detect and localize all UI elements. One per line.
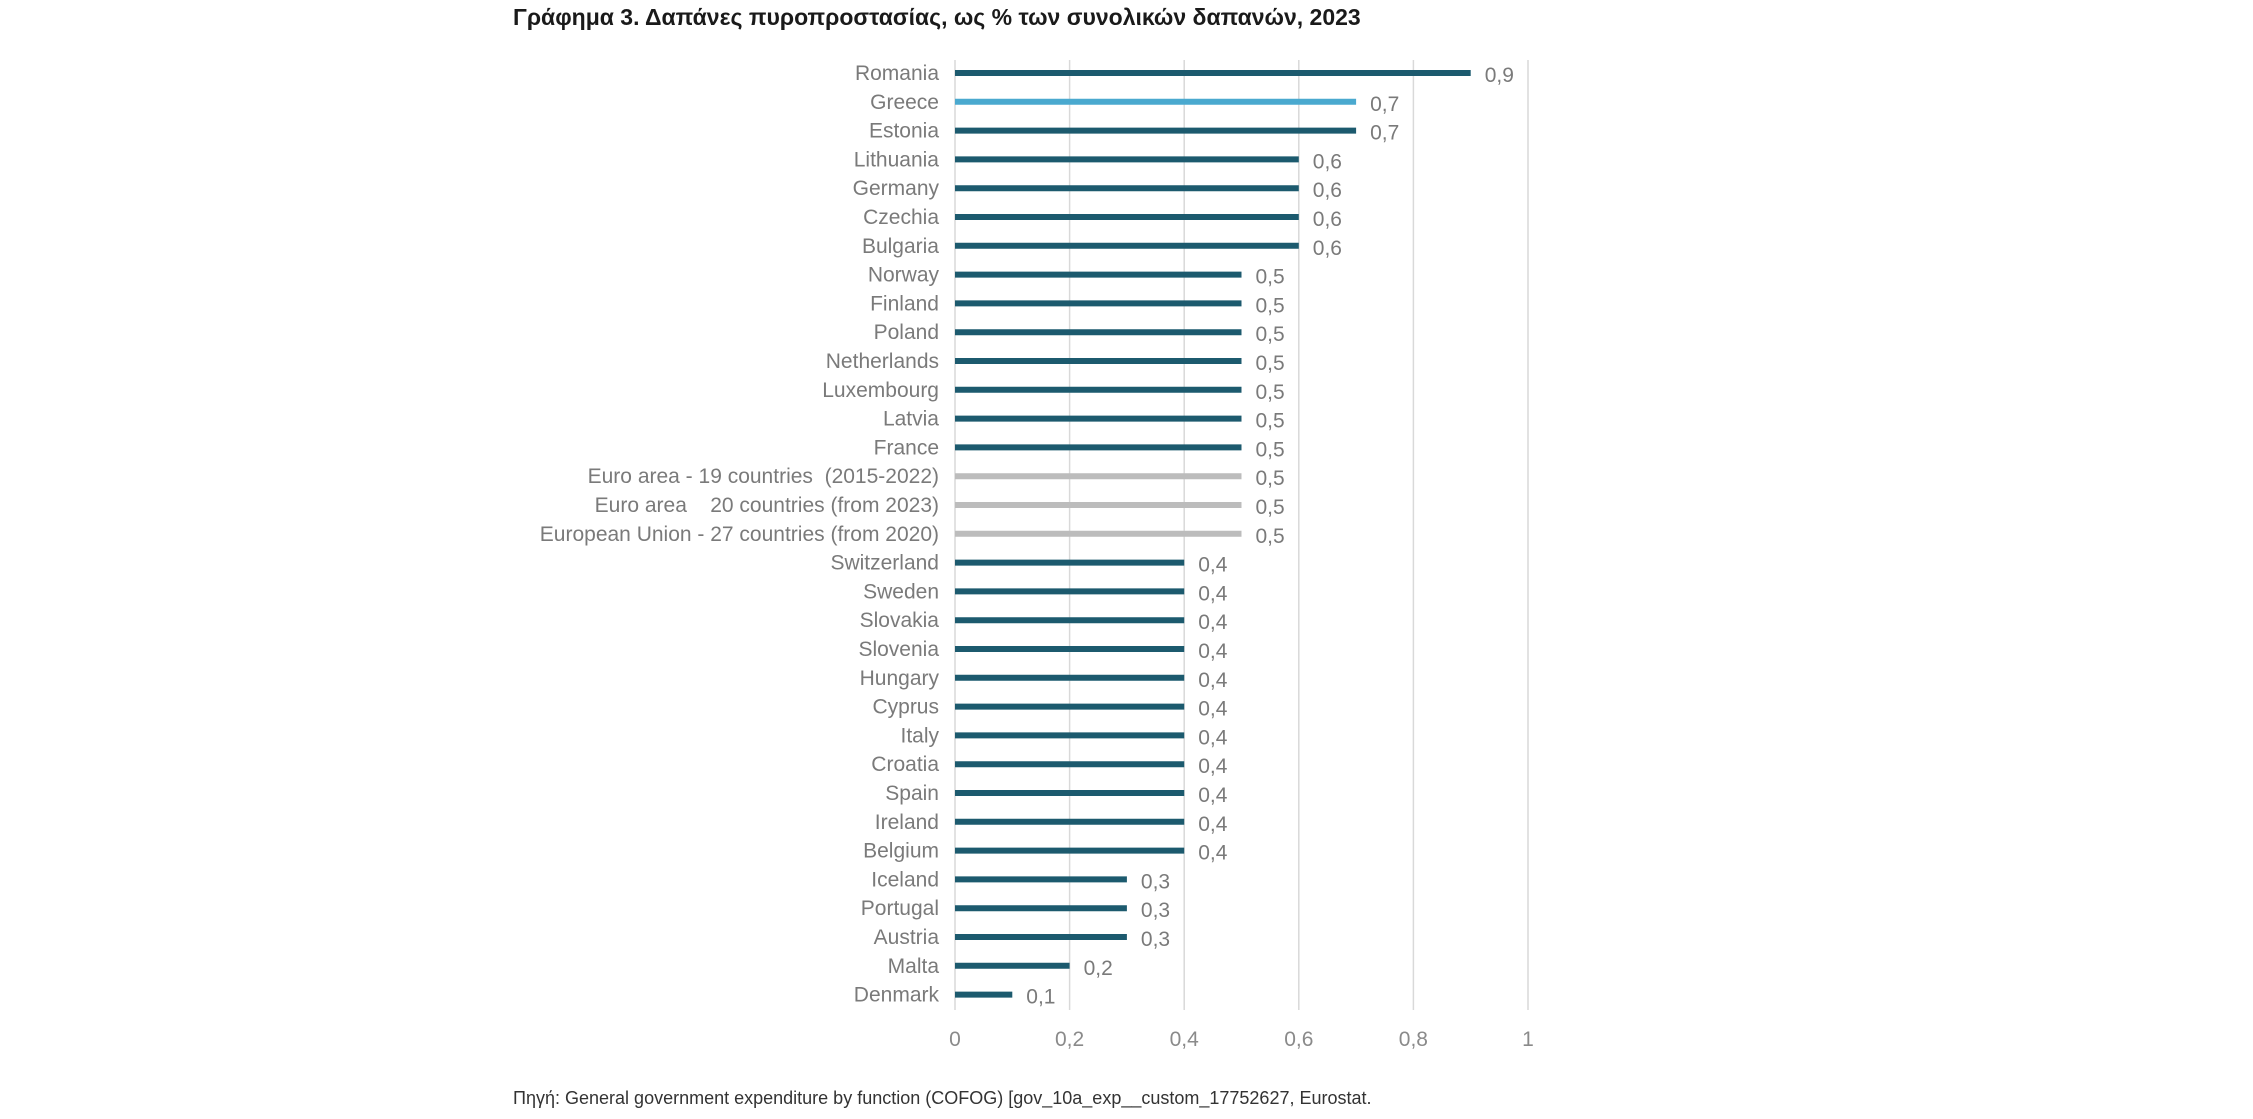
- value-label: 0,4: [1198, 669, 1228, 692]
- x-tick-label: 0,4: [1170, 1028, 1200, 1051]
- value-label: 0,3: [1141, 899, 1170, 922]
- value-label: 0,6: [1313, 150, 1342, 173]
- category-label: Sweden: [863, 580, 939, 603]
- category-label: Italy: [900, 724, 939, 747]
- value-label: 0,4: [1198, 698, 1228, 721]
- category-label: Finland: [870, 292, 939, 315]
- category-label: France: [874, 436, 939, 459]
- value-label: 0,4: [1198, 813, 1228, 836]
- value-label: 0,5: [1256, 294, 1285, 317]
- category-label: Spain: [885, 782, 939, 805]
- value-label: 0,7: [1370, 93, 1399, 116]
- category-label: Slovenia: [858, 638, 939, 661]
- category-label: Luxembourg: [822, 379, 939, 402]
- value-label: 0,7: [1370, 122, 1399, 145]
- category-label: Czechia: [863, 206, 939, 229]
- value-label: 0,3: [1141, 870, 1170, 893]
- value-label: 0,2: [1084, 957, 1113, 980]
- x-tick-label: 1: [1522, 1028, 1534, 1051]
- source-note: Πηγή: General government expenditure by …: [513, 1088, 1372, 1108]
- category-label: Euro area - 19 countries (2015-2022): [588, 465, 939, 488]
- category-label: Belgium: [863, 840, 939, 863]
- x-tick-label: 0,8: [1399, 1028, 1428, 1051]
- value-label: 0,1: [1026, 986, 1055, 1009]
- value-label: 0,5: [1256, 381, 1285, 404]
- category-label: Lithuania: [854, 148, 940, 171]
- x-tick-label: 0,6: [1284, 1028, 1313, 1051]
- value-label: 0,4: [1198, 726, 1228, 749]
- value-label: 0,4: [1198, 784, 1228, 807]
- category-label: Switzerland: [830, 552, 939, 575]
- x-tick-label: 0,2: [1055, 1028, 1084, 1051]
- value-label: 0,5: [1256, 496, 1285, 519]
- category-label: Latvia: [883, 408, 939, 431]
- category-label: Denmark: [854, 984, 940, 1007]
- x-tick-label: 0: [949, 1028, 961, 1051]
- category-label: Romania: [855, 62, 939, 85]
- category-label: Croatia: [871, 753, 939, 776]
- category-label: Iceland: [871, 868, 939, 891]
- category-label: Slovakia: [860, 609, 940, 632]
- value-label: 0,5: [1256, 467, 1285, 490]
- value-label: 0,4: [1198, 640, 1228, 663]
- x-axis-ticks: 0 0,2 0,4 0,6 0,8 1: [949, 1028, 1534, 1051]
- category-label: European Union - 27 countries (from 2020…: [540, 523, 939, 546]
- category-label: Germany: [853, 177, 940, 200]
- category-label: Portugal: [861, 897, 939, 920]
- category-labels: Romania Greece Estonia Lithuania Germany Czec…: [540, 62, 940, 1007]
- value-label: 0,4: [1198, 582, 1228, 605]
- value-label: 0,4: [1198, 554, 1228, 577]
- value-label: 0,9: [1485, 64, 1514, 87]
- value-label: 0,5: [1256, 410, 1285, 433]
- value-labels: 0,9 0,7 0,7 0,6 0,6 0,6 0,6 0,5 0,5 0,5 0,5 0,5 0,5 0…: [1026, 64, 1514, 1009]
- category-label: Estonia: [869, 120, 939, 143]
- value-label: 0,4: [1198, 611, 1228, 634]
- category-label: Austria: [874, 926, 940, 949]
- category-label: Poland: [874, 321, 939, 344]
- category-label: Bulgaria: [862, 235, 939, 258]
- category-label: Hungary: [860, 667, 940, 690]
- value-label: 0,5: [1256, 438, 1285, 461]
- category-label: Norway: [868, 264, 940, 287]
- bars: [955, 70, 1471, 998]
- category-label: Malta: [888, 955, 940, 978]
- category-label: Ireland: [875, 811, 939, 834]
- value-label: 0,5: [1256, 266, 1285, 289]
- value-label: 0,4: [1198, 755, 1228, 778]
- chart-title: Γράφημα 3. Δαπάνες πυροπροστασίας, ως % …: [513, 4, 1361, 30]
- value-label: 0,5: [1256, 525, 1285, 548]
- category-label: Netherlands: [826, 350, 939, 373]
- value-label: 0,5: [1256, 352, 1285, 375]
- value-label: 0,5: [1256, 323, 1285, 346]
- category-label: Greece: [870, 91, 939, 114]
- value-label: 0,6: [1313, 237, 1342, 260]
- value-label: 0,6: [1313, 208, 1342, 231]
- value-label: 0,4: [1198, 842, 1228, 865]
- category-label: Euro area 20 countries (from 2023): [595, 494, 939, 517]
- value-label: 0,6: [1313, 179, 1342, 202]
- value-label: 0,3: [1141, 928, 1170, 951]
- category-label: Cyprus: [872, 696, 939, 719]
